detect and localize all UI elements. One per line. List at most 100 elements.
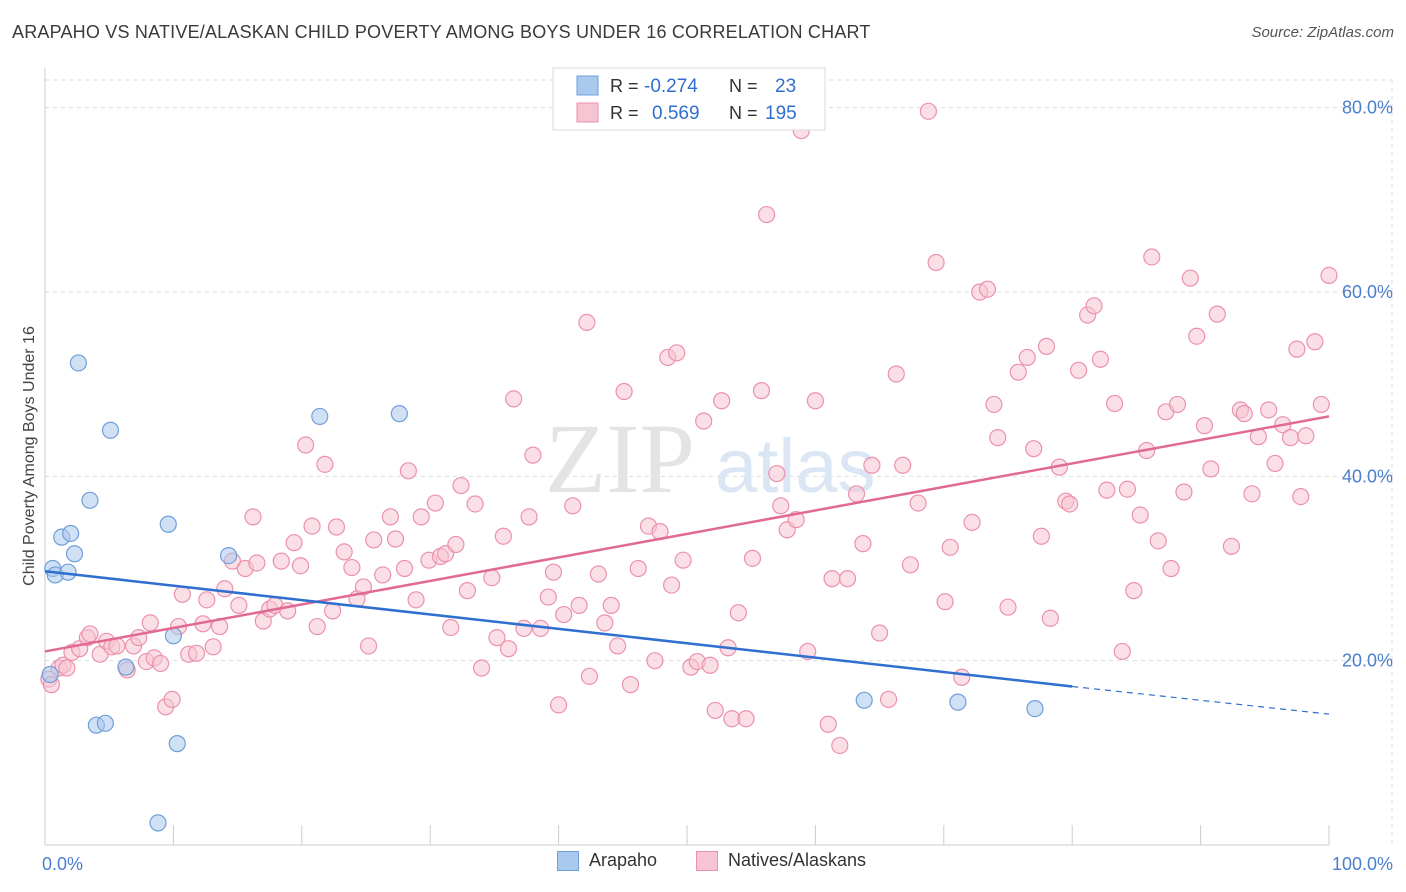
natives-alaskans-point-70: [466, 495, 484, 513]
natives-alaskans-point-89: [589, 565, 608, 583]
natives-alaskans-point-60: [407, 591, 425, 609]
natives-alaskans-point-77: [515, 619, 533, 638]
natives-alaskans-point-112: [737, 710, 755, 728]
arapaho-point-21: [949, 693, 967, 711]
natives-alaskans-point-93: [615, 382, 633, 401]
x-tick-label-0: 0.0%: [42, 854, 83, 874]
natives-alaskans-point-187: [1288, 340, 1306, 358]
natives-alaskans-point-100: [662, 576, 681, 594]
natives-alaskans-point-79: [524, 446, 542, 464]
natives-alaskans-point-137: [927, 253, 945, 272]
natives-alaskans-point-184: [1266, 454, 1284, 473]
natives-alaskans-point-45: [308, 617, 326, 636]
natives-alaskans-point-67: [447, 535, 465, 554]
natives-alaskans-point-156: [1070, 361, 1088, 379]
natives-alaskans-point-23: [173, 585, 191, 603]
natives-alaskans-point-32: [230, 596, 248, 614]
natives-alaskans-point-44: [303, 517, 321, 535]
natives-alaskans-point-94: [621, 676, 640, 694]
natives-alaskans-point-161: [1105, 394, 1124, 413]
natives-alaskans-point-165: [1131, 506, 1149, 524]
natives-alaskans-point-188: [1292, 488, 1310, 506]
natives-alaskans-point-171: [1168, 395, 1187, 414]
natives-alaskans-point-167: [1143, 248, 1161, 266]
natives-alaskans-point-149: [1025, 440, 1043, 458]
natives-alaskans-point-59: [399, 462, 417, 480]
natives-alaskans-point-91: [602, 596, 620, 614]
natives-alaskans-point-160: [1098, 481, 1116, 499]
arapaho-point-8: [81, 491, 99, 509]
natives-alaskans-point-176: [1202, 460, 1220, 478]
natives-alaskans-point-159: [1091, 350, 1110, 368]
natives-alaskans-point-97: [646, 652, 664, 670]
legend-r-label-natives: R =: [610, 103, 639, 123]
natives-alaskans-point-152: [1041, 609, 1059, 627]
natives-alaskans-point-41: [285, 534, 303, 552]
natives-alaskans-point-175: [1195, 417, 1214, 435]
natives-alaskans-point-191: [1312, 395, 1330, 414]
natives-alaskans-point-39: [272, 552, 290, 570]
legend-bottom: Arapaho Natives/Alaskans: [0, 850, 1406, 878]
natives-alaskans-point-35: [248, 554, 266, 572]
natives-alaskans-point-144: [985, 395, 1003, 414]
natives-alaskans-point-17: [141, 614, 159, 632]
natives-alaskans-point-54: [365, 531, 383, 549]
natives-alaskans-point-186: [1281, 429, 1300, 447]
legend-n-value-arapaho: 23: [775, 76, 796, 97]
natives-alaskans-point-147: [1009, 363, 1027, 381]
natives-alaskans-point-90: [596, 614, 614, 632]
natives-alaskans-point-177: [1208, 305, 1226, 323]
legend-swatch-natives: [576, 102, 599, 123]
legend-bottom-arapaho: Arapaho: [557, 850, 657, 871]
axis-layer: [44, 68, 1330, 846]
natives-alaskans-point-102: [674, 551, 692, 569]
natives-alaskans-point-87: [578, 313, 596, 332]
trend-lines: [44, 415, 1330, 715]
natives-alaskans-point-111: [729, 604, 747, 622]
arapaho-point-13: [149, 814, 167, 832]
y-tick-label-3: 80.0%: [1342, 98, 1393, 118]
arapaho-point-18: [311, 407, 329, 426]
natives-alaskans-point-140: [953, 668, 971, 686]
natives-alaskans-point-189: [1297, 427, 1315, 445]
arapaho-point-19: [390, 405, 408, 423]
natives-alaskans-point-42: [291, 557, 310, 575]
natives-alaskans-point-84: [555, 605, 573, 624]
natives-alaskans-point-155: [1061, 495, 1079, 513]
legend-bottom-label-arapaho: Arapaho: [589, 850, 658, 870]
trend-line-natives-alaskans: [44, 415, 1330, 653]
natives-alaskans-point-50: [343, 558, 361, 577]
natives-alaskans-point-148: [1018, 348, 1036, 367]
natives-alaskans-point-108: [713, 392, 731, 410]
natives-alaskans-point-116: [768, 464, 786, 483]
natives-alaskans-point-71: [472, 659, 491, 677]
source-label: Source: ZipAtlas.com: [1251, 24, 1394, 41]
natives-alaskans-point-88: [580, 667, 599, 685]
natives-alaskans-point-107: [706, 701, 724, 720]
natives-alaskans-point-8: [81, 625, 99, 643]
natives-alaskans-point-126: [838, 570, 857, 588]
natives-alaskans-point-21: [163, 690, 181, 708]
natives-alaskans-point-78: [520, 508, 538, 526]
natives-alaskans-point-146: [999, 598, 1017, 616]
natives-alaskans-point-34: [244, 508, 262, 526]
natives-alaskans-point-56: [381, 508, 399, 526]
natives-alaskans-point-190: [1306, 333, 1324, 351]
natives-alaskans-point-128: [854, 535, 872, 553]
natives-alaskans-point-117: [772, 497, 790, 515]
y-tick-label-1: 40.0%: [1342, 466, 1393, 486]
x-tick-label-1: 100.0%: [1332, 854, 1393, 874]
natives-alaskans-point-145: [989, 429, 1007, 447]
natives-alaskans-point-139: [941, 538, 959, 556]
natives-alaskans-point-27: [198, 591, 216, 609]
arapaho-points: [41, 354, 1044, 832]
natives-alaskans-point-76: [505, 390, 523, 408]
natives-alaskans-point-162: [1113, 642, 1131, 661]
arapaho-point-6: [65, 545, 84, 563]
natives-alaskans-point-72: [483, 569, 501, 587]
natives-alaskans-point-178: [1222, 537, 1241, 555]
natives-alaskans-point-75: [499, 640, 518, 658]
trend-line-arapaho-extension: [1072, 685, 1330, 715]
chart-title: ARAPAHO VS NATIVE/ALASKAN CHILD POVERTY …: [12, 22, 871, 42]
